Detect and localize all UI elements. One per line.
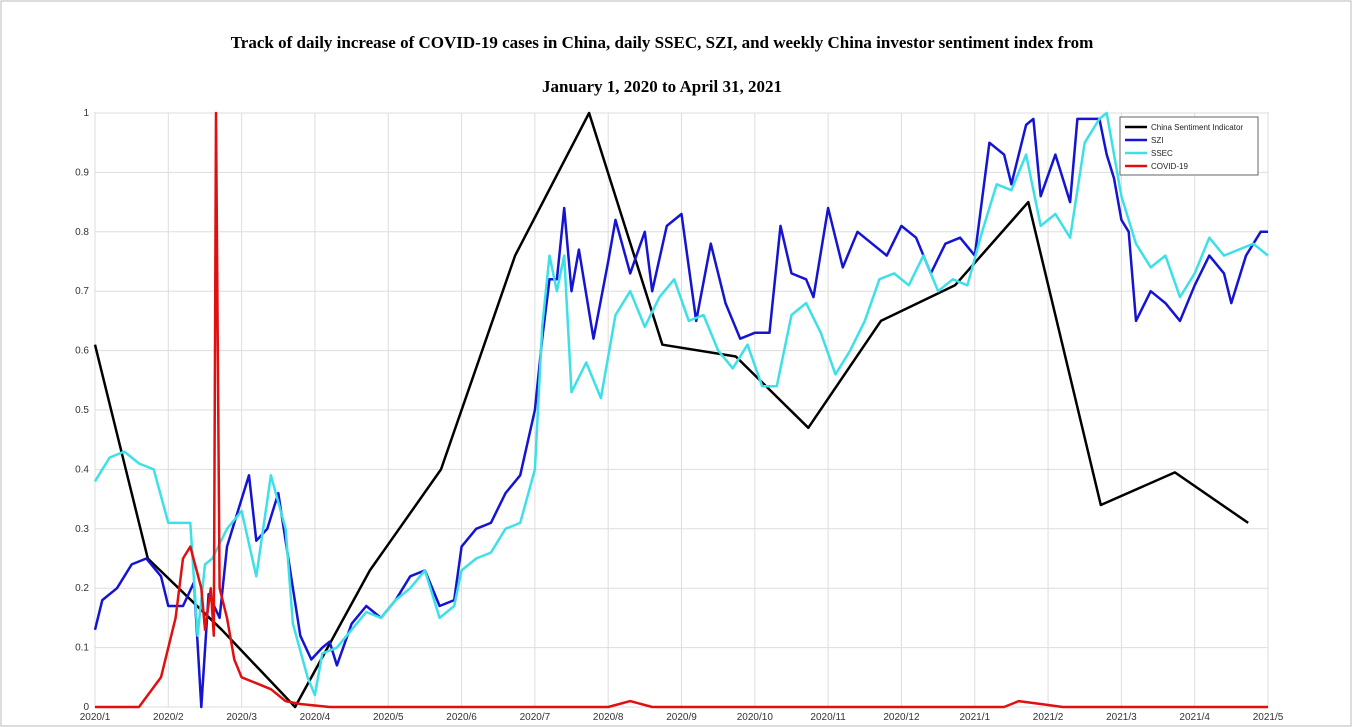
series-line bbox=[93, 111, 1249, 709]
x-tick-label: 2020/1 bbox=[80, 712, 111, 723]
y-tick-label: 0 bbox=[83, 702, 89, 713]
x-tick-label: 2021/5 bbox=[1253, 712, 1284, 723]
x-tick-label: 2021/2 bbox=[1033, 712, 1064, 723]
chart-title: Track of daily increase of COVID-19 case… bbox=[231, 33, 1094, 52]
chart-subtitle: January 1, 2020 to April 31, 2021 bbox=[542, 77, 782, 96]
y-tick-label: 0.5 bbox=[75, 405, 89, 416]
x-tick-label: 2021/4 bbox=[1179, 712, 1210, 723]
y-tick-label: 0.9 bbox=[75, 167, 89, 178]
series-line bbox=[93, 111, 1269, 697]
y-tick-label: 1 bbox=[83, 108, 89, 119]
y-tick-label: 0.3 bbox=[75, 524, 89, 535]
x-tick-label: 2020/12 bbox=[883, 712, 920, 723]
x-tick-label: 2020/8 bbox=[593, 712, 624, 723]
y-tick-label: 0.2 bbox=[75, 583, 89, 594]
x-tick-label: 2020/10 bbox=[737, 712, 774, 723]
x-tick-label: 2020/3 bbox=[226, 712, 257, 723]
x-tick-label: 2020/6 bbox=[446, 712, 477, 723]
y-tick-label: 0.8 bbox=[75, 227, 89, 238]
legend-label: SSEC bbox=[1151, 149, 1173, 158]
y-tick-label: 0.4 bbox=[75, 464, 89, 475]
x-tick-label: 2021/1 bbox=[959, 712, 990, 723]
legend-label: COVID-19 bbox=[1151, 162, 1188, 171]
x-tick-label: 2020/11 bbox=[810, 712, 846, 723]
x-tick-label: 2021/3 bbox=[1106, 712, 1137, 723]
x-tick-label: 2020/9 bbox=[666, 712, 697, 723]
x-tick-label: 2020/2 bbox=[153, 712, 184, 723]
series-line bbox=[93, 117, 1268, 709]
legend-label: SZI bbox=[1151, 136, 1163, 145]
x-tick-label: 2020/7 bbox=[520, 712, 551, 723]
legend-label: China Sentiment Indicator bbox=[1151, 123, 1243, 132]
y-tick-label: 0.1 bbox=[75, 643, 89, 654]
legend: China Sentiment Indicator SZI SSEC COVID-19 bbox=[1119, 116, 1259, 176]
y-tick-label: 0.6 bbox=[75, 346, 89, 357]
x-tick-label: 2020/5 bbox=[373, 712, 404, 723]
y-tick-label: 0.7 bbox=[75, 286, 89, 297]
x-tick-label: 2020/4 bbox=[300, 712, 331, 723]
series-line bbox=[95, 111, 1268, 709]
